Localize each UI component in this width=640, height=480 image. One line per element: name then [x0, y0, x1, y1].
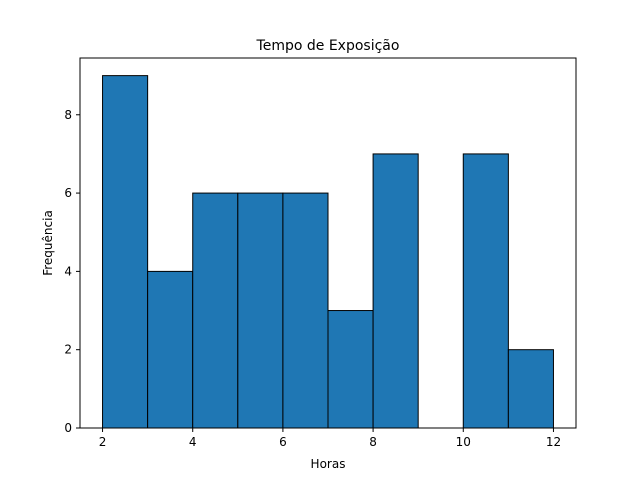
histogram-bar-4	[282, 192, 329, 429]
x-tick-label-12: 12	[546, 435, 561, 449]
x-tick-label-6: 6	[279, 435, 287, 449]
y-axis-label: Frequência	[41, 210, 55, 276]
histogram-bar-3	[237, 192, 284, 429]
y-tick-label-8: 8	[64, 108, 72, 122]
y-tick-label-2: 2	[64, 343, 72, 357]
histogram-bar-1	[147, 270, 194, 429]
x-axis-label: Horas	[311, 457, 346, 471]
x-tick-label-10: 10	[456, 435, 471, 449]
bars-group	[102, 75, 554, 429]
y-tick-label-6: 6	[64, 186, 72, 200]
y-axis-ticks: 0 2 4 6 8	[64, 108, 80, 435]
histogram-bar-6	[372, 153, 419, 429]
chart-title: Tempo de Exposição	[256, 38, 400, 54]
y-tick-label-0: 0	[64, 421, 72, 435]
x-tick-label-8: 8	[369, 435, 377, 449]
histogram-bar-5	[327, 310, 374, 429]
histogram-bar-2	[192, 192, 239, 429]
x-tick-label-2: 2	[99, 435, 107, 449]
x-tick-label-4: 4	[189, 435, 197, 449]
histogram-bar-9	[507, 349, 554, 429]
histogram-bar-0	[102, 75, 149, 429]
y-tick-label-4: 4	[64, 264, 72, 278]
histogram-bar-8	[462, 153, 509, 429]
plot-area-frame	[79, 57, 577, 429]
x-axis-ticks: 2 4 6 8 10 12	[99, 428, 561, 449]
